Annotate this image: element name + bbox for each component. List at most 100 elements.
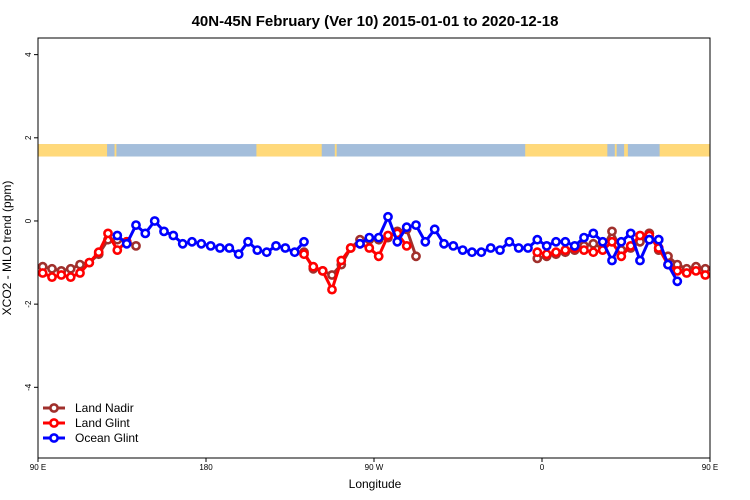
data-point (588, 247, 599, 258)
data-point (532, 234, 543, 245)
legend-item: Land Nadir (43, 401, 134, 415)
data-point (401, 222, 412, 233)
data-point (672, 265, 683, 276)
data-point (233, 249, 244, 260)
y-tick-label: 4 (24, 52, 33, 57)
y-axis-label: XCO2 - MLO trend (ppm) (0, 181, 14, 316)
chart-title: 40N-45N February (Ver 10) 2015-01-01 to … (192, 13, 559, 30)
data-point (84, 257, 95, 268)
x-tick-label: 90 W (365, 463, 384, 472)
legend-swatch-marker (49, 418, 59, 428)
data-point (392, 236, 403, 247)
data-point (383, 230, 393, 241)
data-point (644, 234, 655, 245)
data-point (607, 255, 617, 266)
data-point (103, 228, 113, 239)
y-tick-label: -4 (24, 383, 33, 391)
data-point (616, 236, 627, 247)
data-point (75, 259, 85, 270)
data-point (149, 216, 160, 226)
data-point (607, 226, 617, 237)
x-tick-label: 90 E (30, 463, 46, 472)
data-point (215, 243, 225, 253)
land-band-segment (525, 144, 608, 157)
legend-swatch-marker (49, 403, 59, 413)
data-point (317, 265, 328, 276)
land-band-segment (114, 144, 117, 157)
data-point (65, 263, 76, 274)
data-point (607, 236, 617, 247)
legend-label: Land Glint (75, 416, 130, 430)
data-point (345, 243, 356, 253)
y-tick-label: 2 (24, 135, 33, 140)
data-point (196, 238, 207, 249)
data-point (168, 230, 179, 241)
data-point (252, 245, 263, 255)
data-point (308, 261, 319, 272)
series-line (302, 231, 408, 292)
data-point (299, 249, 309, 260)
data-point (672, 276, 683, 287)
land-band-segment (614, 144, 617, 157)
land-band-segment (256, 144, 322, 157)
data-point (588, 238, 599, 249)
data-point (401, 240, 412, 251)
data-point (177, 238, 188, 249)
x-tick-label: 180 (199, 463, 213, 472)
data-point (280, 243, 291, 253)
data-point (47, 263, 57, 274)
data-point (579, 232, 589, 243)
data-point (560, 236, 571, 247)
data-point (635, 230, 645, 241)
data-point (467, 247, 477, 258)
data-point (635, 255, 645, 266)
data-point (355, 238, 365, 249)
data-point (653, 234, 664, 245)
data-point (541, 240, 552, 251)
legend-label: Land Nadir (75, 401, 134, 415)
land-band-segment (334, 144, 337, 157)
data-point (625, 228, 636, 239)
data-point (420, 236, 431, 247)
data-point (560, 245, 571, 255)
surface-band (38, 144, 710, 157)
data-point (289, 247, 300, 258)
data-point (523, 243, 533, 253)
data-point (681, 268, 692, 278)
data-point (336, 255, 347, 266)
data-point (411, 251, 421, 262)
data-point (373, 251, 384, 262)
legend-item: Ocean Glint (43, 431, 139, 445)
plot-series (37, 211, 711, 295)
land-band-segment (624, 144, 628, 157)
data-point (429, 224, 440, 235)
data-point (37, 268, 48, 278)
data-point (616, 251, 627, 262)
data-point (448, 240, 459, 251)
data-point (131, 240, 141, 251)
data-point (495, 245, 505, 255)
series-ocean-glint (112, 211, 683, 287)
data-point (383, 211, 393, 222)
data-point (485, 243, 496, 253)
data-point (551, 236, 561, 247)
data-point (205, 240, 216, 251)
data-point (299, 236, 309, 247)
data-point (187, 236, 197, 247)
data-point (597, 236, 608, 247)
data-point (271, 240, 281, 251)
x-axis-label: Longitude (349, 477, 402, 491)
data-point (691, 265, 701, 276)
data-point (411, 220, 421, 230)
data-point (65, 272, 76, 282)
data-point (663, 259, 673, 270)
data-point (532, 247, 543, 258)
data-point (56, 270, 67, 280)
data-point (47, 272, 57, 282)
data-point (457, 245, 468, 255)
data-point (131, 220, 141, 230)
data-point (569, 240, 580, 251)
data-point (112, 245, 123, 255)
data-point (700, 270, 711, 280)
